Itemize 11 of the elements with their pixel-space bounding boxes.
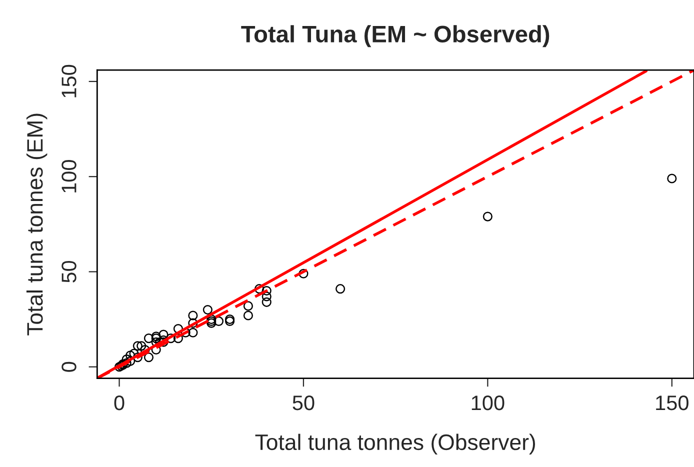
y-tick-label: 50 [62,260,76,282]
x-axis-title: Total tuna tonnes (Observer) [255,434,536,455]
chart-title: Total Tuna (EM ~ Observed) [241,25,550,48]
y-tick-label: 150 [62,64,76,98]
y-tick-label: 100 [62,160,76,192]
y-tick-label: 0 [62,362,76,372]
x-tick-label: 50 [292,395,314,410]
x-tick-label: 0 [114,395,124,410]
x-tick-label: 100 [472,395,504,410]
y-axis-title: Total tuna tonnes (EM) [26,114,48,336]
x-tick-label: 150 [656,395,688,410]
